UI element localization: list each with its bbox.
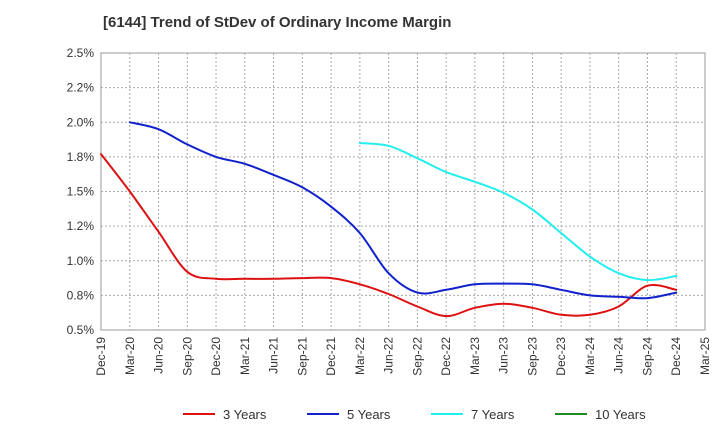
series-layer bbox=[100, 121, 678, 318]
x-tick-label: Dec-19 bbox=[94, 337, 108, 376]
x-tick-label: Mar-20 bbox=[123, 337, 137, 375]
x-tick-label: Jun-20 bbox=[152, 337, 166, 374]
series-line-3-years bbox=[100, 153, 678, 318]
x-tick-label: Dec-22 bbox=[439, 337, 453, 376]
legend: 3 Years 5 Years 7 Years 10 Years bbox=[183, 407, 646, 422]
x-tick-label: Mar-25 bbox=[698, 337, 712, 375]
series-line-5-years bbox=[128, 121, 678, 300]
x-tick-label: Jun-23 bbox=[497, 337, 511, 374]
legend-label: 7 Years bbox=[471, 407, 515, 422]
x-tick-label: Mar-21 bbox=[238, 337, 252, 375]
y-tick-label: 2.0% bbox=[67, 115, 95, 129]
y-axis: 0.5% 0.8% 1.0% 1.2% 1.5% 1.8% 2.0% 2.2% 2.5% bbox=[67, 46, 95, 337]
x-tick-label: Dec-23 bbox=[554, 337, 568, 376]
x-tick-label: Mar-24 bbox=[583, 337, 597, 375]
x-tick-label: Dec-24 bbox=[669, 337, 683, 376]
x-axis: Dec-19 Mar-20 Jun-20 Sep-20 Dec-20 Mar-21 Jun-… bbox=[94, 337, 712, 376]
y-tick-label: 0.8% bbox=[67, 288, 95, 302]
x-tick-label: Sep-22 bbox=[410, 337, 424, 376]
legend-label: 10 Years bbox=[595, 407, 646, 422]
x-tick-label: Mar-23 bbox=[468, 337, 482, 375]
y-tick-label: 0.5% bbox=[67, 323, 95, 337]
x-tick-label: Sep-20 bbox=[180, 337, 194, 376]
legend-label: 5 Years bbox=[347, 407, 391, 422]
x-tick-label: Dec-21 bbox=[324, 337, 338, 376]
y-tick-label: 1.2% bbox=[67, 219, 95, 233]
x-tick-label: Sep-24 bbox=[640, 337, 654, 376]
legend-label: 3 Years bbox=[223, 407, 267, 422]
x-tick-label: Jun-21 bbox=[267, 337, 281, 374]
x-tick-label: Mar-22 bbox=[353, 337, 367, 375]
y-tick-label: 1.5% bbox=[67, 185, 95, 199]
y-tick-label: 2.2% bbox=[67, 81, 95, 95]
x-tick-label: Sep-21 bbox=[295, 337, 309, 376]
series-line-7-years bbox=[358, 142, 678, 282]
y-tick-label: 1.8% bbox=[67, 150, 95, 164]
chart-title: [6144] Trend of StDev of Ordinary Income… bbox=[103, 14, 452, 31]
y-tick-label: 2.5% bbox=[67, 46, 95, 60]
x-tick-label: Jun-24 bbox=[612, 337, 626, 374]
y-tick-label: 1.0% bbox=[67, 254, 95, 268]
x-tick-label: Sep-23 bbox=[525, 337, 539, 376]
x-tick-label: Dec-20 bbox=[209, 337, 223, 376]
plot-frame bbox=[100, 52, 706, 331]
x-tick-label: Jun-22 bbox=[382, 337, 396, 374]
grid bbox=[101, 53, 705, 330]
